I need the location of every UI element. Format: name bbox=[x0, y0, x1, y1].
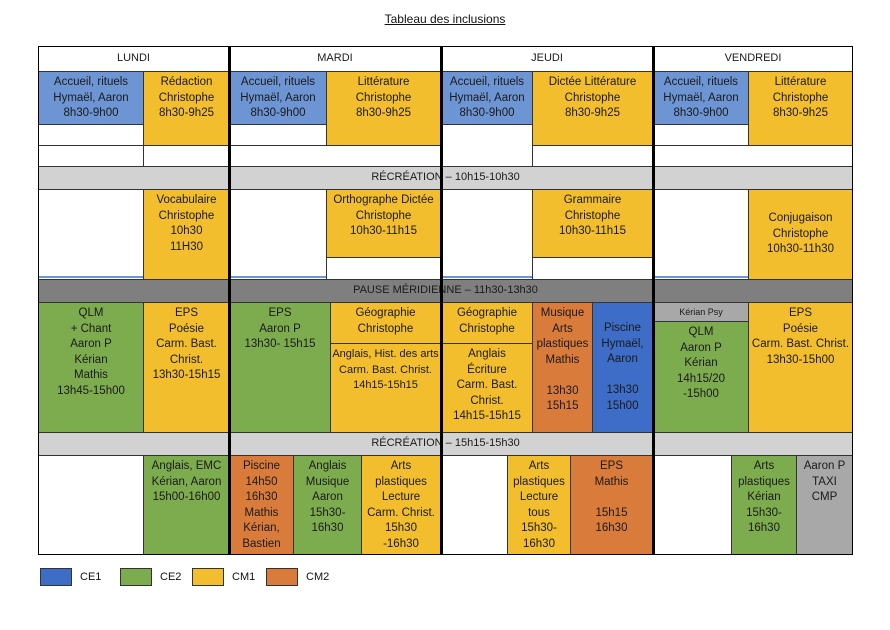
empty-cell bbox=[229, 124, 327, 146]
lesson-cell: Accueil, rituels Hymaël, Aaron 8h30-9h00 bbox=[38, 71, 144, 125]
day-header-lundi: LUNDI bbox=[38, 46, 229, 72]
empty-cell bbox=[441, 455, 508, 555]
empty-cell bbox=[532, 257, 653, 280]
lesson-cell: Anglais, EMC Kérian, Aaron 15h00-16h00 bbox=[143, 455, 230, 555]
legend-swatch-ce2 bbox=[120, 568, 152, 586]
legend-label-cm1: CM1 bbox=[232, 571, 256, 583]
lesson-cell: Anglais Écriture Carm. Bast. Christ. 14h… bbox=[441, 343, 533, 433]
legend-swatch-cm2 bbox=[266, 568, 298, 586]
lesson-cell: QLM + Chant Aaron P Kérian Mathis 13h45-… bbox=[38, 302, 144, 433]
lesson-cell: Grammaire Christophe 10h30-11h15 bbox=[532, 189, 653, 258]
lesson-cell: Arts plastiques Kérian 15h30- 16h30 bbox=[731, 455, 797, 555]
lesson-cell: Littérature Christophe 8h30-9h25 bbox=[748, 71, 853, 146]
lesson-cell: Piscine 14h50 16h30 Mathis Kérian, Basti… bbox=[229, 455, 294, 555]
lesson-cell: Piscine Hymaël, Aaron 13h30 15h00 bbox=[592, 302, 653, 433]
lesson-cell: Dictée Littérature Christophe 8h30-9h25 bbox=[532, 71, 653, 146]
lesson-cell: Géographie Christophe bbox=[441, 302, 533, 344]
lesson-cell: Géographie Christophe bbox=[330, 302, 441, 344]
lesson-cell: EPS Aaron P 13h30- 15h15 bbox=[229, 302, 331, 433]
empty-cell bbox=[143, 145, 230, 167]
day-separator bbox=[440, 46, 443, 555]
lesson-cell: Kérian Psy bbox=[653, 302, 749, 322]
empty-cell bbox=[653, 145, 853, 167]
empty-cell bbox=[441, 189, 533, 280]
empty-cell bbox=[532, 145, 653, 167]
day-header-jeudi: JEUDI bbox=[441, 46, 653, 72]
lesson-cell: Vocabulaire Christophe 10h30 11H30 bbox=[143, 189, 230, 280]
lesson-cell: Arts plastiques Lecture tous 15h30- 16h3… bbox=[507, 455, 571, 555]
empty-cell bbox=[38, 145, 144, 167]
lesson-cell: EPS Poésie Carm. Bast. Christ. 13h30-15h… bbox=[143, 302, 230, 433]
lesson-cell: Aaron P TAXI CMP bbox=[796, 455, 853, 555]
lesson-cell: Anglais Musique Aaron 15h30- 16h30 bbox=[293, 455, 362, 555]
empty-cell bbox=[441, 124, 533, 167]
lesson-cell: Accueil, rituels Hymaël, Aaron 8h30-9h00 bbox=[441, 71, 533, 125]
day-separator bbox=[228, 46, 231, 555]
lesson-cell: EPS Poésie Carm. Bast. Christ. 13h30-15h… bbox=[748, 302, 853, 433]
empty-cell bbox=[38, 124, 144, 146]
lesson-cell: Accueil, rituels Hymaël, Aaron 8h30-9h00 bbox=[229, 71, 327, 125]
lesson-cell: Accueil, rituels Hymaël, Aaron 8h30-9h00 bbox=[653, 71, 749, 125]
page-title: Tableau des inclusions bbox=[384, 12, 506, 26]
divider bbox=[230, 276, 326, 278]
recreation-bar: RÉCRÉATION – 15h15-15h30 bbox=[38, 432, 853, 456]
legend-swatch-ce1 bbox=[40, 568, 72, 586]
lesson-cell: EPS Mathis 15h15 16h30 bbox=[570, 455, 653, 555]
empty-cell bbox=[229, 145, 441, 167]
lesson-cell: QLM Aaron P Kérian 14h15/20 -15h00 bbox=[653, 321, 749, 433]
recreation-bar: RÉCRÉATION – 10h15-10h30 bbox=[38, 166, 853, 190]
lesson-cell: Orthographe Dictée Christophe 10h30-11h1… bbox=[326, 189, 441, 258]
empty-cell bbox=[38, 455, 144, 555]
legend-label-cm2: CM2 bbox=[306, 571, 330, 583]
divider bbox=[442, 276, 532, 278]
lesson-cell: Rédaction Christophe 8h30-9h25 bbox=[143, 71, 230, 146]
lesson-cell: Anglais, Hist. des arts Carm. Bast. Chri… bbox=[330, 343, 441, 433]
legend-swatch-cm1 bbox=[192, 568, 224, 586]
lesson-cell: Arts plastiques Lecture Carm. Christ. 15… bbox=[361, 455, 441, 555]
empty-cell bbox=[229, 189, 327, 280]
day-header-mardi: MARDI bbox=[229, 46, 441, 72]
empty-cell bbox=[653, 189, 749, 280]
divider bbox=[654, 276, 748, 278]
day-header-vendredi: VENDREDI bbox=[653, 46, 853, 72]
empty-cell bbox=[653, 455, 732, 555]
lesson-cell: Conjugaison Christophe 10h30-11h30 bbox=[748, 189, 853, 280]
lunch-break-bar: PAUSE MÉRIDIENNE – 11h30-13h30 bbox=[38, 279, 853, 303]
legend-label-ce1: CE1 bbox=[80, 571, 102, 583]
empty-cell bbox=[326, 257, 441, 280]
legend-label-ce2: CE2 bbox=[160, 571, 182, 583]
lesson-cell: Musique Arts plastiques Mathis 13h30 15h… bbox=[532, 302, 593, 433]
empty-cell bbox=[653, 124, 749, 146]
empty-cell bbox=[38, 189, 144, 280]
lesson-cell: Littérature Christophe 8h30-9h25 bbox=[326, 71, 441, 146]
day-separator bbox=[652, 46, 655, 555]
divider bbox=[39, 276, 143, 278]
